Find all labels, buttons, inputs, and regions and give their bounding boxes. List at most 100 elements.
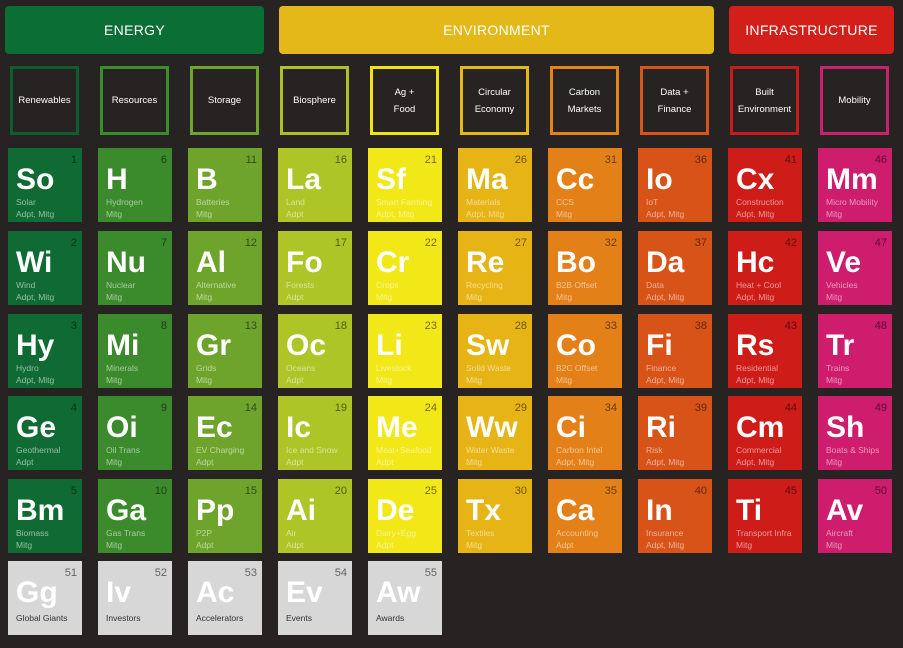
element-tile[interactable]: 32 Bo B2B Offset Mitg xyxy=(548,231,622,305)
element-tile[interactable]: 39 Ri Risk Adpt, Mitg xyxy=(638,396,712,470)
element-tile[interactable]: 23 Li Livestock Mitg xyxy=(368,314,442,388)
element-name: Vehicles xyxy=(826,280,858,290)
extra-tile[interactable]: 53 Ac Accelerators xyxy=(188,561,262,635)
element-symbol: Ec xyxy=(196,411,233,444)
element-tile[interactable]: 30 Tx Textiles Mitg xyxy=(458,479,532,553)
element-tile[interactable]: 28 Sw Solid Waste Mitg xyxy=(458,314,532,388)
element-tile[interactable]: 4 Ge Geothermal Adpt xyxy=(8,396,82,470)
group-header-environment[interactable]: ENVIRONMENT xyxy=(279,6,714,54)
element-name: B2C Offset xyxy=(556,363,598,373)
extra-tile[interactable]: 51 Gg Global Giants xyxy=(8,561,82,635)
element-tile[interactable]: 49 Sh Boats & Ships Mitg xyxy=(818,396,892,470)
element-tile[interactable]: 13 Gr Grids Mitg xyxy=(188,314,262,388)
element-tile[interactable]: 21 Sf Smart Farming Adpt, Mitg xyxy=(368,148,442,222)
element-tile[interactable]: 44 Cm Commercial Adpt, Mitg xyxy=(728,396,802,470)
category-carbon-markets[interactable]: Carbon Markets xyxy=(550,66,619,135)
element-tags: Adpt, Mitg xyxy=(646,292,685,302)
element-name: Wind xyxy=(16,280,36,290)
category-mobility[interactable]: Mobility xyxy=(820,66,889,135)
category-data-finance[interactable]: Data + Finance xyxy=(640,66,709,135)
element-tile[interactable]: 33 Co B2C Offset Mitg xyxy=(548,314,622,388)
element-tile[interactable]: 48 Tr Trains Mitg xyxy=(818,314,892,388)
element-tile[interactable]: 43 Rs Residential Adpt, Mitg xyxy=(728,314,802,388)
element-tile[interactable]: 31 Cc CCS Mitg xyxy=(548,148,622,222)
extra-tile[interactable]: 54 Ev Events xyxy=(278,561,352,635)
element-tags: Adpt, Mitg xyxy=(646,540,685,550)
element-tile[interactable]: 26 Ma Materials Adpt, Mitg xyxy=(458,148,532,222)
element-tags: Mitg xyxy=(556,209,573,219)
element-tile[interactable]: 27 Re Recycling Mitg xyxy=(458,231,532,305)
element-tile[interactable]: 38 Fi Finance Adpt, Mitg xyxy=(638,314,712,388)
element-tile[interactable]: 41 Cx Construction Adpt, Mitg xyxy=(728,148,802,222)
element-tile[interactable]: 8 Mi Minerals Mitg xyxy=(98,314,172,388)
element-tags: Adpt, Mitg xyxy=(16,292,55,302)
element-number: 39 xyxy=(694,402,707,414)
element-symbol: Fo xyxy=(286,246,323,279)
element-tile[interactable]: 36 Io IoT Adpt, Mitg xyxy=(638,148,712,222)
element-symbol: Sw xyxy=(466,329,510,362)
element-tile[interactable]: 22 Cr Crops Mitg xyxy=(368,231,442,305)
element-symbol: Av xyxy=(826,494,864,527)
element-tile[interactable]: 12 Al Alternative Mitg xyxy=(188,231,262,305)
element-name: Geothermal xyxy=(16,445,61,455)
element-number: 30 xyxy=(514,485,527,497)
group-header-infrastructure[interactable]: INFRASTRUCTURE xyxy=(729,6,894,54)
element-tags: Mitg xyxy=(826,292,843,302)
element-tile[interactable]: 46 Mm Micro Mobility Mitg xyxy=(818,148,892,222)
element-tile[interactable]: 19 Ic Ice and Snow Adpt xyxy=(278,396,352,470)
element-name: Gas Trans xyxy=(106,528,146,538)
element-tile[interactable]: 24 Me Meat+Seafood Adpt xyxy=(368,396,442,470)
element-tile[interactable]: 37 Da Data Adpt, Mitg xyxy=(638,231,712,305)
element-tile[interactable]: 50 Av Aircraft Mitg xyxy=(818,479,892,553)
group-header-energy[interactable]: ENERGY xyxy=(5,6,264,54)
element-name: Ice and Snow xyxy=(286,445,338,455)
element-tile[interactable]: 6 H Hydrogen Mitg xyxy=(98,148,172,222)
element-tile[interactable]: 1 So Solar Adpt, Mitg xyxy=(8,148,82,222)
element-tile[interactable]: 2 Wi Wind Adpt, Mitg xyxy=(8,231,82,305)
element-tile[interactable]: 45 Ti Transport Infra Mitg xyxy=(728,479,802,553)
category-built-environment[interactable]: Built Environment xyxy=(730,66,799,135)
element-tile[interactable]: 9 Oi Oil Trans Mitg xyxy=(98,396,172,470)
element-name: IoT xyxy=(646,197,659,207)
element-tags: Adpt, Mitg xyxy=(736,209,775,219)
category-renewables[interactable]: Renewables xyxy=(10,66,79,135)
element-number: 18 xyxy=(334,320,347,332)
element-tile[interactable]: 34 Ci Carbon Intel Adpt, Mitg xyxy=(548,396,622,470)
element-tags: Mitg xyxy=(466,457,483,467)
element-tile[interactable]: 40 In Insurance Adpt, Mitg xyxy=(638,479,712,553)
category-biosphere[interactable]: Biosphere xyxy=(280,66,349,135)
element-tile[interactable]: 11 B Batteries Mitg xyxy=(188,148,262,222)
element-tags: Adpt, Mitg xyxy=(646,375,685,385)
extra-tile[interactable]: 55 Aw Awards xyxy=(368,561,442,635)
element-tags: Mitg xyxy=(106,209,123,219)
element-tile[interactable]: 25 De Dairy+Egg Adpt xyxy=(368,479,442,553)
element-tile[interactable]: 18 Oc Oceans Adpt xyxy=(278,314,352,388)
category-storage[interactable]: Storage xyxy=(190,66,259,135)
element-tile[interactable]: 3 Hy Hydro Adpt, Mitg xyxy=(8,314,82,388)
element-symbol: Rs xyxy=(736,329,775,362)
element-tile[interactable]: 7 Nu Nuclear Mitg xyxy=(98,231,172,305)
element-tile[interactable]: 17 Fo Forests Adpt xyxy=(278,231,352,305)
element-tile[interactable]: 15 Pp P2P Adpt xyxy=(188,479,262,553)
element-name: Crops xyxy=(376,280,399,290)
element-tags: Mitg xyxy=(106,457,123,467)
element-number: 28 xyxy=(514,320,527,332)
category-resources[interactable]: Resources xyxy=(100,66,169,135)
extra-tile[interactable]: 52 Iv Investors xyxy=(98,561,172,635)
element-tile[interactable]: 47 Ve Vehicles Mitg xyxy=(818,231,892,305)
element-number: 9 xyxy=(160,402,167,414)
element-tile[interactable]: 42 Hc Heat + Cool Adpt, Mitg xyxy=(728,231,802,305)
element-tile[interactable]: 5 Bm Biomass Mitg xyxy=(8,479,82,553)
element-tags: Mitg xyxy=(16,540,33,550)
element-symbol: Ci xyxy=(556,411,586,444)
category-circular-economy[interactable]: Circular Economy xyxy=(460,66,529,135)
element-tile[interactable]: 29 Ww Water Waste Mitg xyxy=(458,396,532,470)
element-tile[interactable]: 10 Ga Gas Trans Mitg xyxy=(98,479,172,553)
element-tile[interactable]: 20 Ai Air Adpt xyxy=(278,479,352,553)
category-ag-food[interactable]: Ag + Food xyxy=(370,66,439,135)
element-tile[interactable]: 14 Ec EV Charging Adpt xyxy=(188,396,262,470)
element-tile[interactable]: 35 Ca Accounting Adpt xyxy=(548,479,622,553)
element-number: 49 xyxy=(874,402,887,414)
element-tile[interactable]: 16 La Land Adpt xyxy=(278,148,352,222)
element-name: Biomass xyxy=(16,528,49,538)
